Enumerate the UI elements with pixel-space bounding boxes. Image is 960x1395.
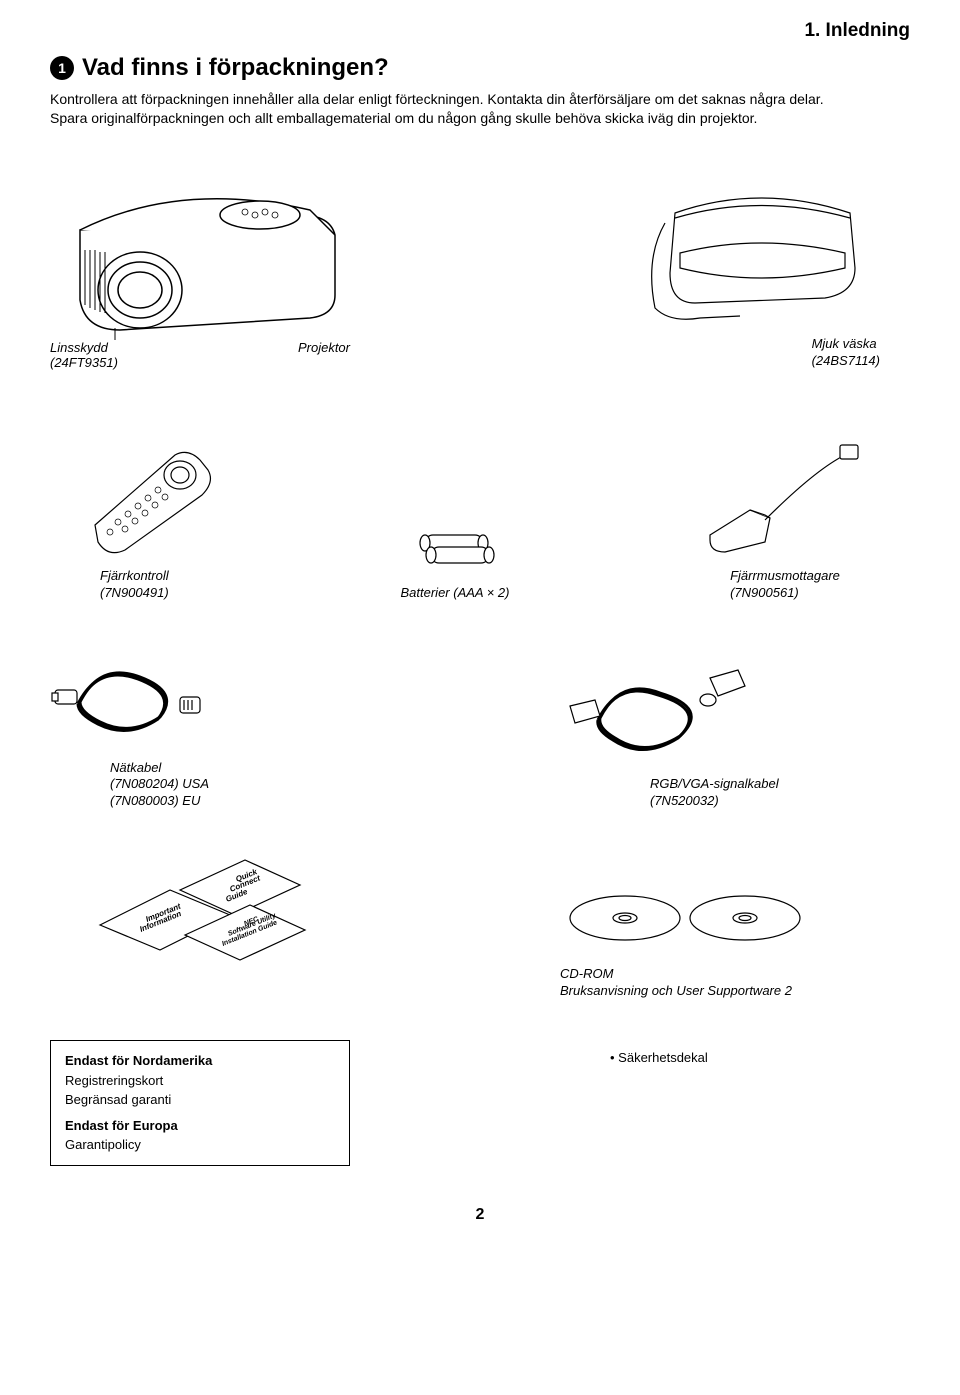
vga-cable-illustration — [560, 658, 760, 768]
cdrom-label: CD-ROM Bruksanvisning och User Supportwa… — [560, 966, 792, 1000]
vga-cable-label: RGB/VGA-signalkabel (7N520032) — [650, 776, 779, 810]
power-cable-illustration — [50, 642, 220, 752]
north-line2: Begränsad garanti — [65, 1090, 335, 1110]
projector-illustration — [50, 160, 370, 340]
north-line1: Registreringskort — [65, 1071, 335, 1091]
mouse-receiver-label: Fjärrmusmottagare (7N900561) — [730, 568, 840, 602]
page-title: Vad finns i förpackningen? — [82, 54, 389, 82]
lenscap-label: Linsskydd (24FT9351) — [50, 340, 118, 370]
softcase-illustration — [640, 168, 880, 328]
region-box: Endast för Nordamerika Registreringskort… — [50, 1040, 350, 1166]
projector-label: Projektor — [298, 340, 350, 355]
mouse-receiver-illustration — [695, 440, 875, 560]
europe-line: Garantipolicy — [65, 1135, 335, 1155]
title-bullet: 1 — [50, 56, 74, 80]
batteries-label: Batterier (AAA × 2) — [401, 585, 510, 602]
safety-sticker: • Säkerhetsdekal — [610, 1040, 910, 1065]
softcase-label: Mjuk väska (24BS7114) — [812, 336, 880, 370]
section-header: 1. Inledning — [50, 20, 910, 42]
remote-label: Fjärrkontroll (7N900491) — [100, 568, 169, 602]
remote-illustration — [80, 440, 220, 560]
docs-illustration: Important Information Quick Connect Guid… — [85, 850, 315, 1000]
intro-p2: Spara originalförpackningen och allt emb… — [50, 109, 910, 128]
intro-p1: Kontrollera att förpackningen innehåller… — [50, 90, 910, 109]
title-row: 1 Vad finns i förpackningen? — [50, 54, 910, 82]
europe-title: Endast för Europa — [65, 1118, 178, 1133]
north-title: Endast för Nordamerika — [65, 1053, 212, 1068]
cdrom-illustration — [560, 878, 810, 958]
intro-text: Kontrollera att förpackningen innehåller… — [50, 90, 910, 128]
power-cable-label: Nätkabel (7N080204) USA (7N080003) EU — [110, 760, 209, 811]
batteries-illustration — [405, 517, 505, 577]
page-number: 2 — [50, 1206, 910, 1224]
